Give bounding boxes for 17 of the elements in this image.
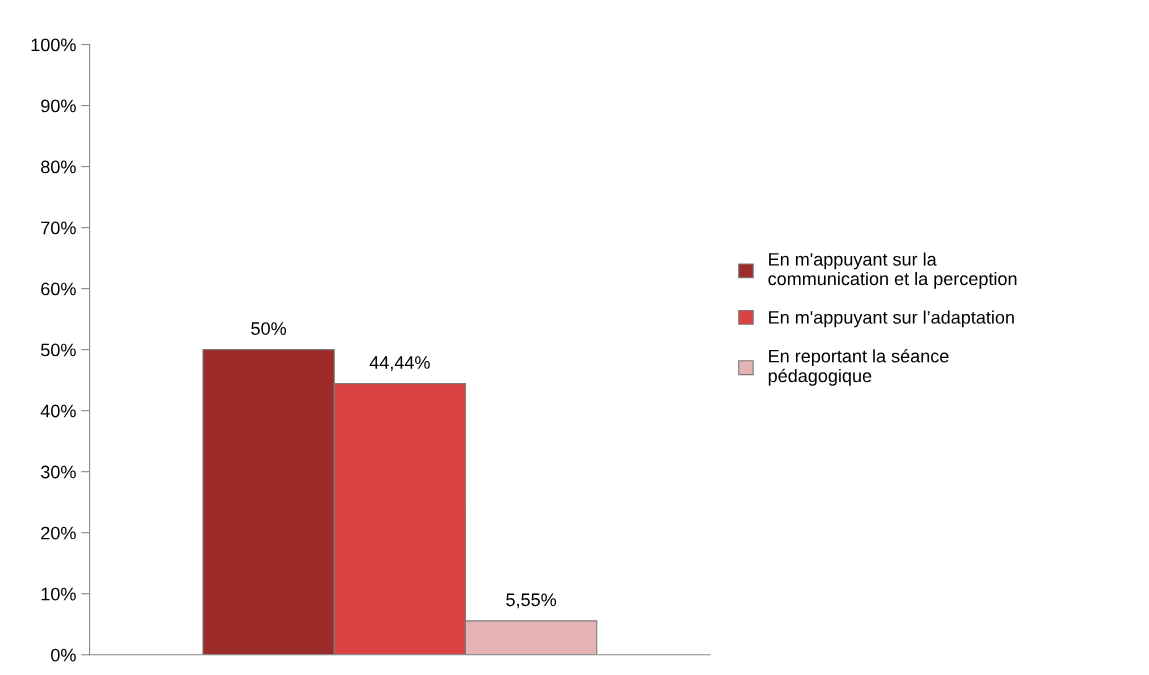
legend-label: En reportant la séance pédagogique — [768, 349, 949, 386]
y-tick-label: 50% — [41, 343, 76, 357]
y-tick-label: 10% — [41, 587, 76, 601]
y-tick-label: 70% — [41, 221, 76, 235]
data-label: 5,55% — [506, 593, 557, 609]
y-tick-label: 20% — [41, 526, 76, 540]
legend-label: En m'appuyant sur la communication et la perception — [768, 252, 1017, 289]
y-tick-label: 40% — [40, 404, 76, 418]
y-tick-label: 0% — [51, 648, 76, 662]
y-tick-label: 90% — [41, 99, 76, 113]
legend-label: En m'appuyant sur l’adaptation — [769, 310, 1014, 328]
y-tick-label: 80% — [41, 160, 76, 174]
y-tick-label: 100% — [31, 38, 76, 52]
y-tick-label: 30% — [40, 465, 76, 479]
data-label: 50% — [251, 322, 287, 335]
data-label: 44,44% — [369, 356, 430, 372]
y-tick-label: 60% — [41, 282, 76, 296]
